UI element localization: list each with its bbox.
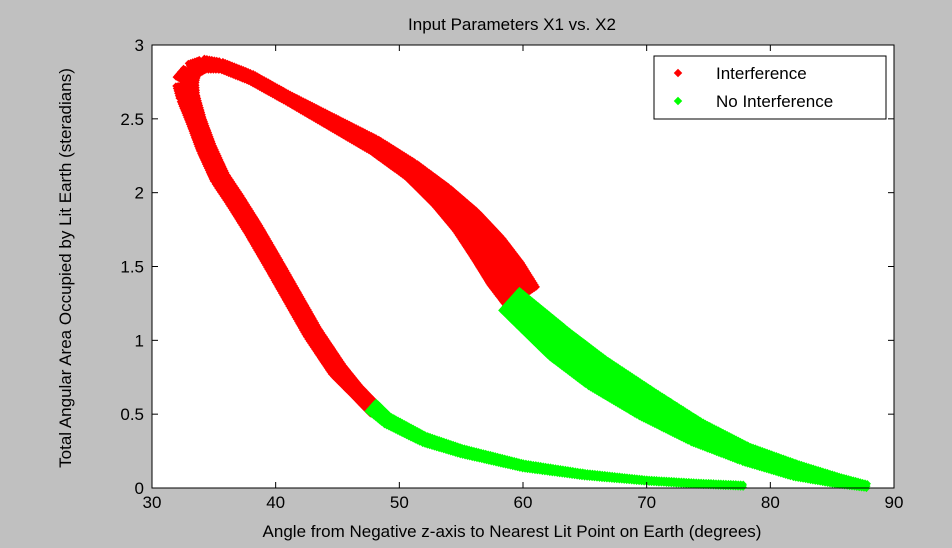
data-marks [172, 54, 871, 493]
